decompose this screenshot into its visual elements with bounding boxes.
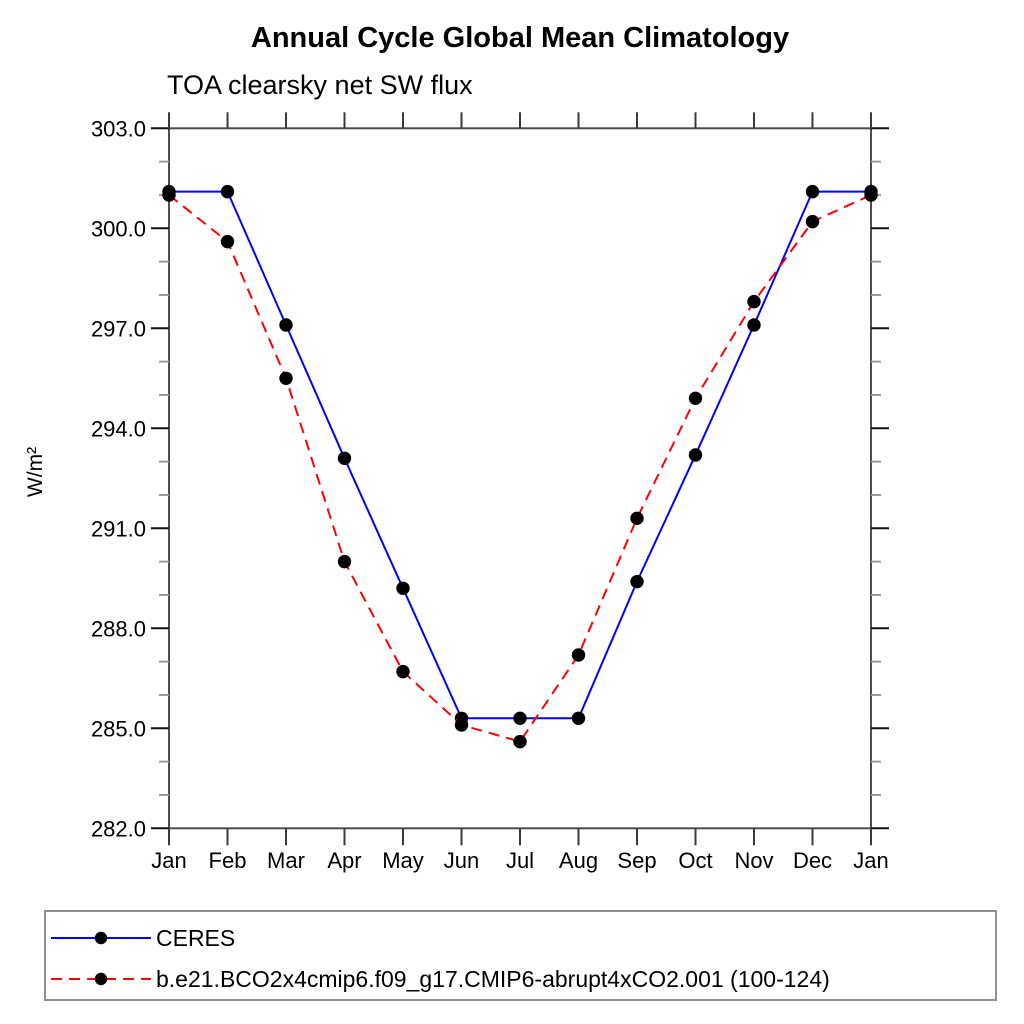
- x-axis-tick-label: Mar: [267, 848, 305, 873]
- data-point-marker: [337, 554, 352, 569]
- legend-item-ceres: CERES: [49, 925, 235, 951]
- legend-label-model: b.e21.BCO2x4cmip6.f09_g17.CMIP6-abrupt4x…: [156, 965, 830, 992]
- data-point-marker: [805, 184, 820, 199]
- x-axis-tick-label: Aug: [559, 848, 598, 873]
- data-point-marker: [337, 451, 352, 465]
- data-point-marker: [396, 581, 410, 595]
- data-point-marker: [220, 234, 235, 249]
- y-axis-tick-label: 297.0: [91, 316, 146, 341]
- data-point-marker: [864, 188, 878, 202]
- data-point-marker: [396, 664, 410, 679]
- data-point-marker: [630, 511, 644, 525]
- series-line-ceres: [169, 190, 871, 720]
- data-point-marker: [571, 648, 586, 662]
- y-axis-tick-label: 291.0: [91, 516, 146, 541]
- y-axis-tick-label: 294.0: [91, 416, 146, 441]
- legend-sample: [51, 931, 151, 945]
- x-axis-tick-label: Jun: [444, 848, 479, 873]
- x-axis-tick-label: Nov: [734, 848, 773, 873]
- x-axis-tick-label: Oct: [678, 848, 712, 873]
- y-axis-tick-label: 288.0: [91, 616, 146, 641]
- data-point-marker: [630, 574, 644, 589]
- legend-item-model: b.e21.BCO2x4cmip6.f09_g17.CMIP6-abrupt4x…: [49, 966, 830, 992]
- series-line-model: [168, 194, 872, 743]
- x-axis-tick-label: Jan: [853, 848, 888, 873]
- legend-sample: [51, 972, 151, 986]
- x-axis-tick-label: Feb: [209, 848, 247, 873]
- data-point-marker: [279, 371, 293, 385]
- data-point-marker: [162, 188, 176, 202]
- data-point-marker: [747, 294, 761, 309]
- x-axis-tick-label: Sep: [617, 848, 656, 873]
- data-point-marker: [454, 718, 469, 732]
- x-axis-tick-label: Dec: [793, 848, 832, 873]
- data-point-marker: [805, 214, 820, 229]
- legend-marker-icon: [94, 972, 108, 986]
- y-axis-tick-label: 285.0: [91, 716, 146, 741]
- legend-label-ceres: CERES: [156, 924, 236, 951]
- x-axis-tick-label: Jan: [151, 848, 186, 873]
- data-point-marker: [220, 184, 235, 199]
- chart-subtitle: TOA clearsky net SW flux: [167, 70, 473, 100]
- legend-box: CERES b.e21.BCO2x4cmip6.f09_g17.CMIP6-ab…: [44, 910, 997, 1001]
- data-point-marker: [747, 318, 761, 332]
- chart-title: Annual Cycle Global Mean Climatology: [250, 22, 790, 54]
- data-point-marker: [571, 711, 586, 725]
- y-axis-tick-label: 303.0: [91, 116, 146, 141]
- legend-marker-icon: [94, 931, 108, 945]
- x-axis-tick-label: Apr: [327, 848, 361, 873]
- data-point-marker: [688, 448, 703, 462]
- data-point-marker: [513, 734, 527, 749]
- x-axis-tick-label: Jul: [506, 848, 534, 873]
- y-axis-tick-label: 300.0: [91, 216, 146, 241]
- y-axis-tick-label: 282.0: [91, 816, 146, 841]
- x-axis-tick-label: May: [382, 848, 424, 873]
- data-point-marker: [688, 391, 703, 405]
- data-point-marker: [279, 318, 293, 332]
- data-point-marker: [513, 711, 527, 725]
